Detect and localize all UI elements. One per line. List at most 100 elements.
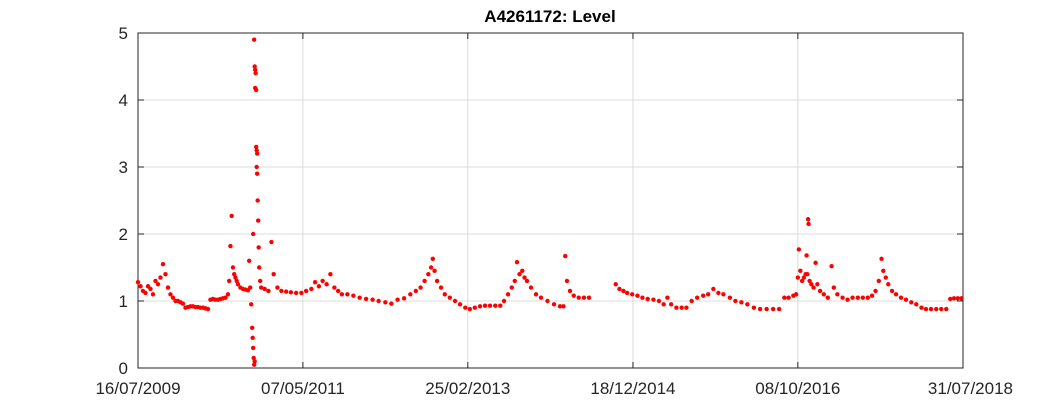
data-point: [467, 306, 472, 312]
data-point: [363, 296, 369, 302]
data-point: [881, 268, 886, 274]
data-point: [255, 198, 260, 203]
data-point: [581, 295, 587, 300]
data-point: [257, 278, 263, 284]
data-point: [798, 268, 803, 274]
data-point: [700, 293, 706, 298]
data-point: [283, 289, 289, 294]
data-point: [770, 306, 776, 312]
data-point: [255, 218, 261, 223]
data-point: [716, 290, 721, 296]
data-point: [757, 306, 763, 312]
data-point: [684, 305, 689, 310]
data-point: [168, 292, 173, 297]
data-point: [809, 282, 814, 287]
data-point: [170, 295, 176, 300]
data-point: [251, 37, 257, 42]
data-point: [452, 298, 458, 304]
y-tick-label: 0: [119, 359, 128, 378]
data-point: [253, 144, 259, 150]
data-point: [401, 296, 407, 301]
y-axis: 0 1 2 3 4 5: [119, 24, 963, 378]
data-point: [312, 280, 318, 285]
data-point: [160, 261, 166, 267]
data-point: [472, 305, 477, 310]
data-point: [805, 217, 811, 222]
data-point: [520, 268, 525, 274]
data-point: [408, 292, 413, 297]
data-point: [395, 297, 400, 302]
data-point: [893, 292, 899, 297]
data-point: [250, 231, 256, 237]
data-point: [796, 247, 802, 252]
data-point: [229, 213, 234, 219]
data-point: [739, 300, 744, 305]
data-point: [617, 286, 622, 292]
data-point: [694, 295, 700, 300]
data-point: [150, 292, 156, 297]
data-point: [143, 290, 148, 296]
data-point: [860, 295, 866, 300]
data-point: [745, 302, 750, 307]
data-point: [430, 256, 436, 261]
data-point: [656, 298, 662, 304]
data-point: [557, 304, 563, 309]
data-point: [226, 278, 232, 284]
data-point: [567, 288, 573, 294]
data-point: [463, 305, 468, 310]
data-point: [250, 335, 255, 341]
data-point: [944, 306, 949, 312]
data-point: [254, 148, 259, 153]
data-point: [251, 362, 257, 367]
data-point: [505, 292, 511, 297]
data-point: [248, 302, 254, 307]
data-point: [233, 275, 238, 280]
chart-title: A4261172: Level: [484, 7, 615, 26]
data-point: [262, 286, 267, 292]
data-point: [855, 295, 861, 300]
data-point: [764, 306, 769, 312]
data-point: [564, 278, 570, 284]
data-point: [253, 71, 258, 76]
data-point: [889, 288, 895, 294]
data-point: [482, 303, 488, 308]
data-point: [621, 288, 626, 294]
x-tick-label: 16/07/2009: [95, 379, 180, 398]
y-tick-label: 2: [119, 225, 128, 244]
data-point: [501, 298, 507, 304]
data-point: [804, 253, 809, 258]
data-point: [271, 272, 276, 277]
data-point: [370, 297, 375, 302]
data-point: [825, 295, 831, 300]
data-point: [357, 295, 362, 300]
data-point: [155, 282, 161, 287]
x-tick-label: 31/07/2018: [928, 379, 1013, 398]
data-point: [223, 295, 228, 300]
data-point: [689, 298, 694, 304]
data-point: [533, 292, 539, 297]
x-tick-label: 08/10/2016: [755, 379, 840, 398]
data-point: [234, 278, 239, 284]
data-point: [625, 290, 630, 296]
data-point: [138, 284, 143, 289]
data-point: [919, 305, 924, 310]
data-point: [442, 292, 448, 297]
data-point: [293, 290, 299, 296]
data-point: [807, 278, 812, 284]
data-point: [316, 284, 322, 289]
data-point: [840, 295, 845, 300]
data-point: [428, 265, 434, 270]
data-point: [438, 285, 444, 290]
data-point: [955, 296, 960, 301]
data-point: [299, 290, 304, 296]
data-point: [487, 303, 493, 308]
data-point: [751, 305, 757, 310]
data-point: [230, 265, 236, 270]
data-point: [551, 302, 557, 307]
data-point: [821, 292, 827, 297]
data-point: [613, 282, 618, 287]
data-point: [422, 278, 427, 284]
x-axis: 16/07/2009 07/05/2011 25/02/2013 18/12/2014…: [95, 33, 1013, 398]
data-point: [250, 345, 256, 351]
data-point: [309, 286, 314, 292]
